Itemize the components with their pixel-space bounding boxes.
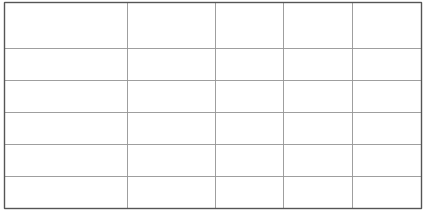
Bar [283,176,352,208]
Bar [215,112,283,144]
Bar [352,48,421,80]
Bar [127,176,215,208]
Bar [4,144,127,176]
Bar [283,112,352,144]
Bar [215,176,283,208]
Bar [4,2,127,48]
Bar [127,2,215,48]
Bar [283,80,352,112]
Bar [4,48,127,80]
Bar [215,80,283,112]
Bar [352,112,421,144]
Bar [215,48,283,80]
Bar [4,176,127,208]
Bar [215,2,283,48]
Bar [127,112,215,144]
Bar [352,144,421,176]
Bar [215,144,283,176]
Bar [352,80,421,112]
Bar [283,2,352,48]
Bar [4,112,127,144]
Bar [352,176,421,208]
Bar [127,80,215,112]
Bar [127,48,215,80]
Bar [127,144,215,176]
Bar [352,2,421,48]
Bar [283,144,352,176]
Bar [4,80,127,112]
Bar [283,48,352,80]
